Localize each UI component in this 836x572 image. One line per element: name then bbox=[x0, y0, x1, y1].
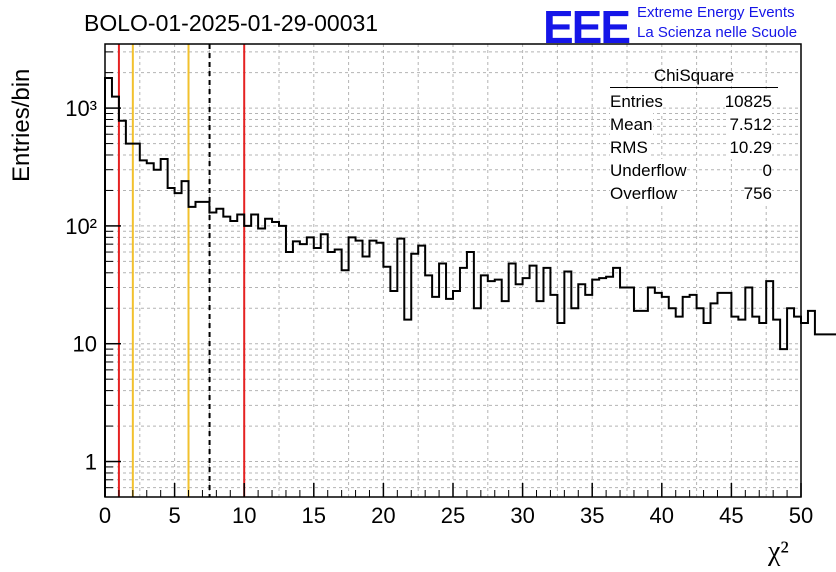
stats-label: Mean bbox=[610, 113, 653, 136]
stats-label: Overflow bbox=[610, 182, 678, 205]
y-tick-label: 10³ bbox=[65, 96, 97, 121]
histogram-series bbox=[104, 77, 836, 497]
x-tick-label: 5 bbox=[168, 503, 180, 528]
x-tick-label: 10 bbox=[232, 503, 256, 528]
stats-box: ChiSquare Entries 10825 Mean 7.512 RMS 1… bbox=[610, 66, 778, 205]
y-tick-label: 1 bbox=[85, 450, 97, 475]
x-tick-label: 20 bbox=[371, 503, 395, 528]
x-tick-label: 35 bbox=[580, 503, 604, 528]
x-tick-label: 15 bbox=[302, 503, 326, 528]
grid-layer bbox=[105, 44, 801, 497]
x-tick-label: 40 bbox=[650, 503, 674, 528]
x-tick-label: 25 bbox=[441, 503, 465, 528]
y-tick-label: 10² bbox=[65, 214, 97, 239]
logo-tagline-2: La Scienza nelle Scuole bbox=[637, 24, 798, 41]
x-axis-label: χ² bbox=[768, 536, 789, 567]
x-tick-label: 50 bbox=[789, 503, 813, 528]
stats-row-mean: Mean 7.512 bbox=[610, 113, 778, 136]
stats-value: 756 bbox=[743, 182, 772, 205]
axis-ticks: 0 5 10 15 20 25 30 35 40 45 50 1 10 10² 10³ bbox=[65, 51, 813, 528]
x-tick-label: 30 bbox=[510, 503, 534, 528]
x-tick-label: 45 bbox=[719, 503, 743, 528]
logo-tagline-1: Extreme Energy Events bbox=[637, 4, 795, 21]
eee-logo: EEE bbox=[543, 1, 631, 53]
stats-value: 0 bbox=[762, 159, 772, 182]
x-tick-label: 0 bbox=[99, 503, 111, 528]
y-axis-label: Entries/bin bbox=[8, 68, 35, 182]
y-tick-label: 10 bbox=[73, 332, 97, 357]
stats-row-underflow: Underflow 0 bbox=[610, 159, 778, 182]
stats-label: Underflow bbox=[610, 159, 687, 182]
plot-frame bbox=[104, 43, 802, 498]
stats-value: 10.29 bbox=[729, 136, 772, 159]
stats-label: Entries bbox=[610, 90, 663, 113]
stats-row-rms: RMS 10.29 bbox=[610, 136, 778, 159]
stats-row-entries: Entries 10825 bbox=[610, 90, 778, 113]
stats-value: 7.512 bbox=[729, 113, 772, 136]
stats-label: RMS bbox=[610, 136, 648, 159]
stats-title: ChiSquare bbox=[610, 66, 778, 88]
reference-lines bbox=[117, 44, 246, 497]
stats-row-overflow: Overflow 756 bbox=[610, 182, 778, 205]
stats-value: 10825 bbox=[724, 90, 772, 113]
run-title: BOLO-01-2025-01-29-00031 bbox=[84, 10, 379, 36]
